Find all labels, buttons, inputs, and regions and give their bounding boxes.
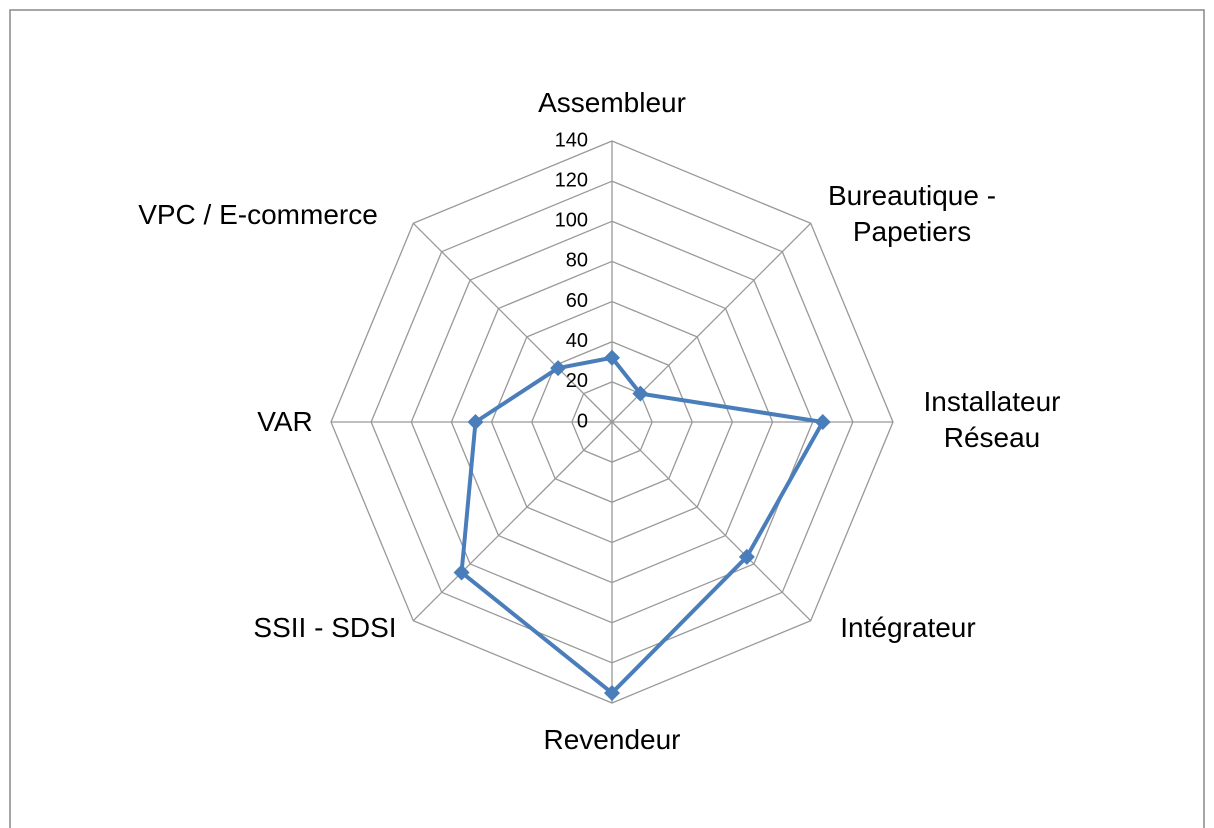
spoke: [611, 222, 812, 423]
y-tick-label: 60: [566, 290, 588, 312]
category-label: Revendeur: [543, 724, 681, 755]
chart-frame: [9, 9, 1205, 828]
marker: [604, 349, 620, 366]
spoke: [611, 421, 812, 622]
marker: [467, 414, 484, 430]
y-tick-label: 140: [555, 129, 588, 151]
category-label: SSII - SDSI: [253, 612, 397, 643]
y-tick-label: 0: [577, 410, 588, 432]
category-label: Bureautique - Papetiers: [827, 180, 997, 247]
marker: [550, 360, 567, 377]
category-label: Installateur Réseau: [923, 386, 1061, 453]
category-label: Intégrateur: [840, 612, 976, 643]
marker: [604, 684, 620, 701]
category-label: Assembleur: [538, 87, 686, 118]
y-tick-label: 80: [566, 250, 588, 272]
category-label: VAR: [257, 406, 313, 437]
y-tick-label: 40: [566, 330, 588, 352]
category-label: VPC / E-commerce: [138, 199, 378, 230]
y-tick-label: 120: [555, 169, 588, 191]
marker: [632, 385, 649, 402]
spoke: [412, 421, 613, 622]
spoke: [412, 222, 613, 423]
marker: [814, 414, 831, 430]
y-tick-label: 20: [566, 370, 588, 392]
marker: [738, 548, 755, 565]
marker: [453, 564, 470, 581]
y-tick-label: 100: [555, 210, 588, 232]
